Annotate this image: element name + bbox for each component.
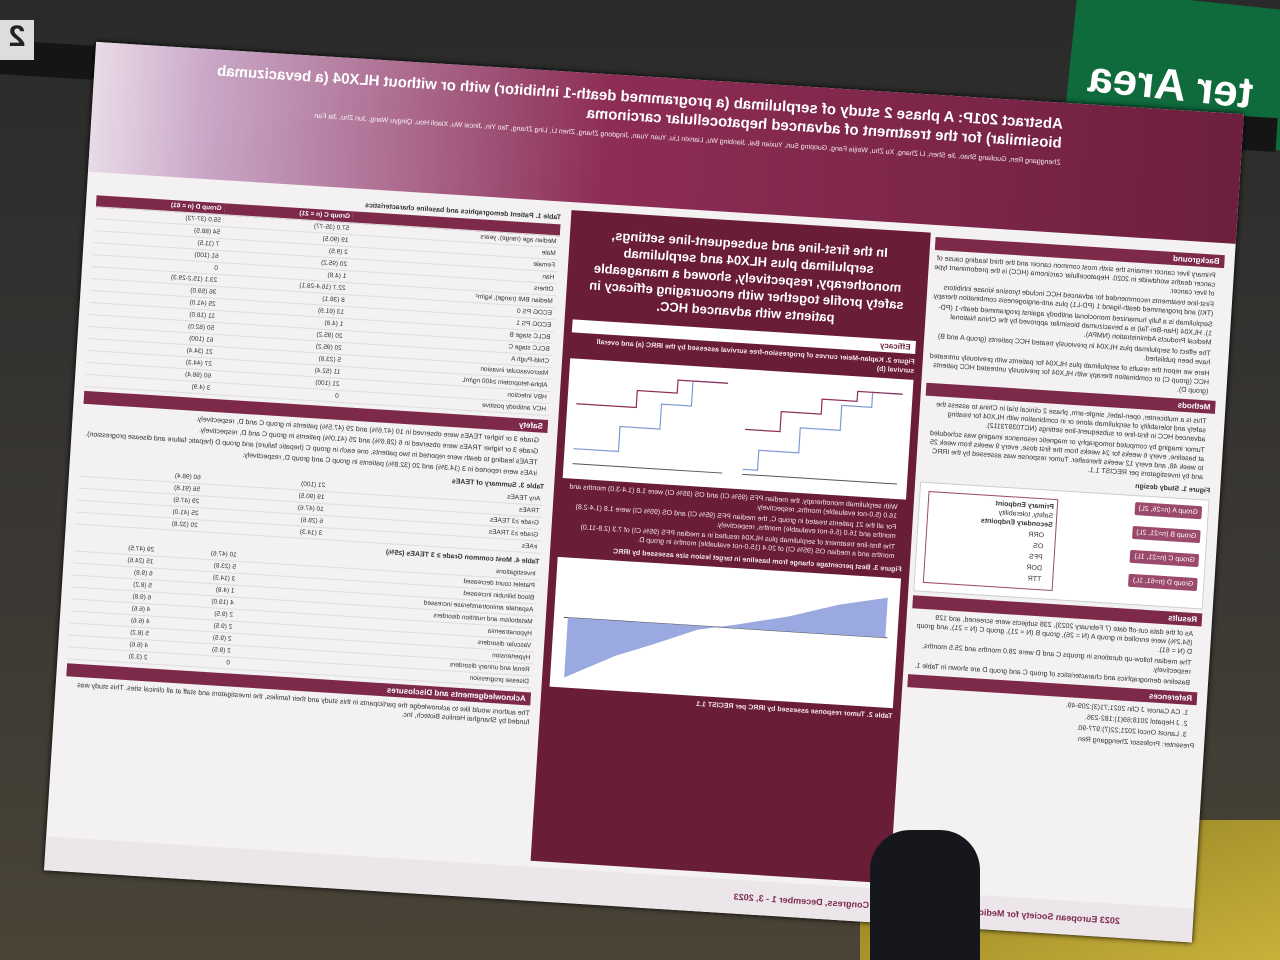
conclusion: In the first-line and subsequent-line se… bbox=[588, 227, 905, 325]
demographics-table: Group C (n = 21) Group D (n = 61) Median a… bbox=[84, 195, 561, 416]
km-curve bbox=[742, 391, 903, 471]
person bbox=[870, 830, 980, 960]
waterfall-bars bbox=[564, 597, 888, 678]
km-plots bbox=[562, 358, 914, 500]
right-column: Table 1. Patient demographics and baseli… bbox=[57, 180, 562, 860]
endpoint-list: ORR OS PFS DOR TTR bbox=[927, 524, 1052, 585]
km-curve bbox=[576, 379, 728, 409]
km-curve bbox=[745, 390, 903, 433]
waterfall-plot bbox=[549, 556, 902, 709]
group-box: Group B (n=21, 2L) bbox=[1131, 525, 1201, 544]
endpoint-box: Primary Endpoint Safety, tolerability Se… bbox=[922, 491, 1059, 592]
bullet-list: This is a multicenter, open-label, singl… bbox=[921, 400, 1215, 483]
group-box: Group A (n=26, 2L) bbox=[1134, 502, 1203, 520]
bullet-list: Primary liver cancer remains the sixth m… bbox=[927, 254, 1224, 397]
study-design: Group A (n=26, 2L) Group B (n=21, 2L) Gr… bbox=[913, 481, 1210, 610]
left-column: Background Primary liver cancer remains … bbox=[895, 233, 1225, 902]
poster: Abstract 201P: A phase 2 study of serplu… bbox=[44, 41, 1244, 943]
km-svg bbox=[572, 379, 903, 485]
group-box: Group C (n=21, 1L) bbox=[1129, 549, 1200, 568]
group-box: Group D (n=61, 1L) bbox=[1128, 573, 1198, 592]
waterfall-svg bbox=[563, 597, 888, 678]
km-curve bbox=[573, 380, 728, 453]
booth-number: 2 bbox=[0, 20, 34, 60]
center-column: In the first-line and subsequent-line se… bbox=[530, 210, 931, 884]
